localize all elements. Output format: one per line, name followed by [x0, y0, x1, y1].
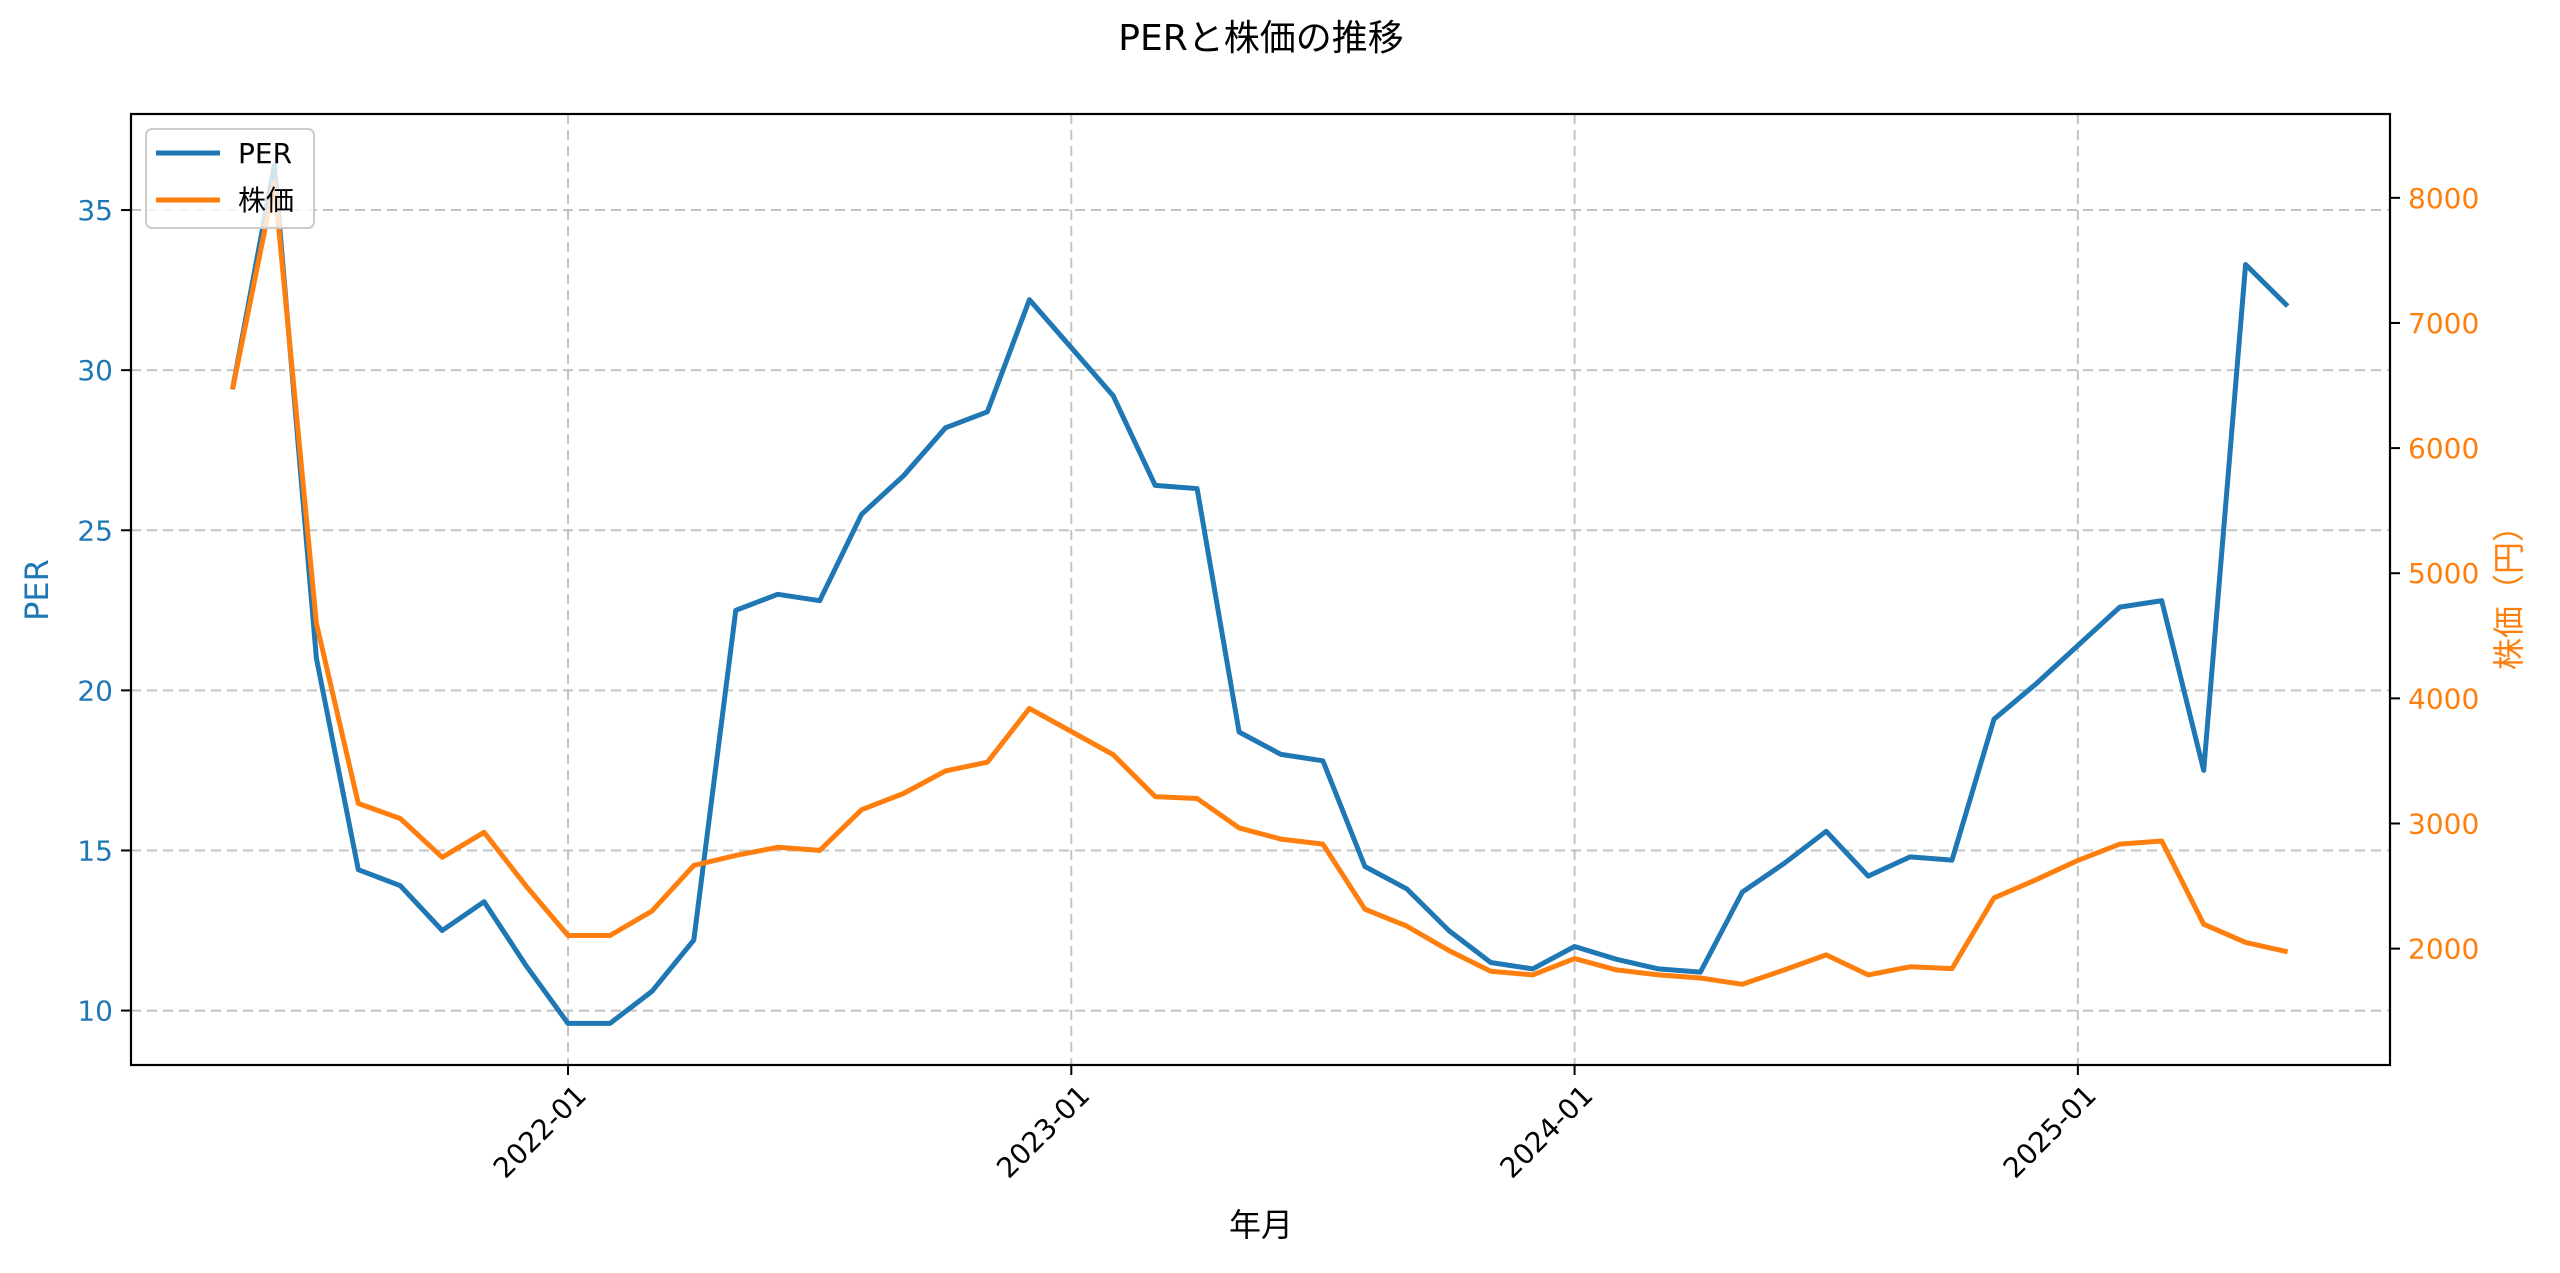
- plot-series: [230, 162, 2290, 1026]
- legend: PER 株価: [145, 128, 315, 229]
- x-tick-label: 2024-01: [1493, 1079, 1599, 1185]
- legend-label-price: 株価: [238, 184, 294, 217]
- right-tick-label: 4000: [2408, 682, 2479, 715]
- grid-lines: [131, 114, 2390, 1065]
- chart-title: PERと株価の推移: [1118, 18, 1403, 59]
- x-tick-label: 2022-01: [487, 1079, 593, 1185]
- price-line: [230, 180, 2289, 987]
- left-tick-label: 30: [77, 354, 113, 387]
- left-tick-label: 20: [77, 674, 113, 707]
- right-tick-label: 8000: [2408, 182, 2479, 215]
- left-tick-label: 25: [77, 514, 113, 547]
- right-tick-label: 7000: [2408, 307, 2479, 340]
- left-y-axis: 10 15 20 25 30 35: [77, 194, 131, 1028]
- right-tick-label: 2000: [2408, 933, 2479, 966]
- right-tick-label: 3000: [2408, 807, 2479, 840]
- plot-frame: [129, 112, 2392, 1067]
- x-tick-label: 2025-01: [1997, 1079, 2103, 1185]
- left-tick-label: 10: [77, 995, 113, 1028]
- right-tick-label: 5000: [2408, 557, 2479, 590]
- left-tick-label: 35: [77, 194, 113, 227]
- x-axis: 2022-01 2023-01 2024-01 2025-01: [487, 1065, 2103, 1185]
- x-axis-label: 年月: [1229, 1206, 1293, 1244]
- per-line: [230, 162, 2290, 1026]
- y-axis-label-right: 株価（円）: [2490, 510, 2528, 670]
- right-y-axis: 2000 3000 4000 5000 6000 7000 8000: [2390, 182, 2479, 966]
- legend-label-per: PER: [238, 137, 292, 170]
- left-tick-label: 15: [77, 834, 113, 867]
- right-tick-label: 6000: [2408, 432, 2479, 465]
- y-axis-label-left: PER: [18, 559, 56, 621]
- x-tick-label: 2023-01: [990, 1079, 1096, 1185]
